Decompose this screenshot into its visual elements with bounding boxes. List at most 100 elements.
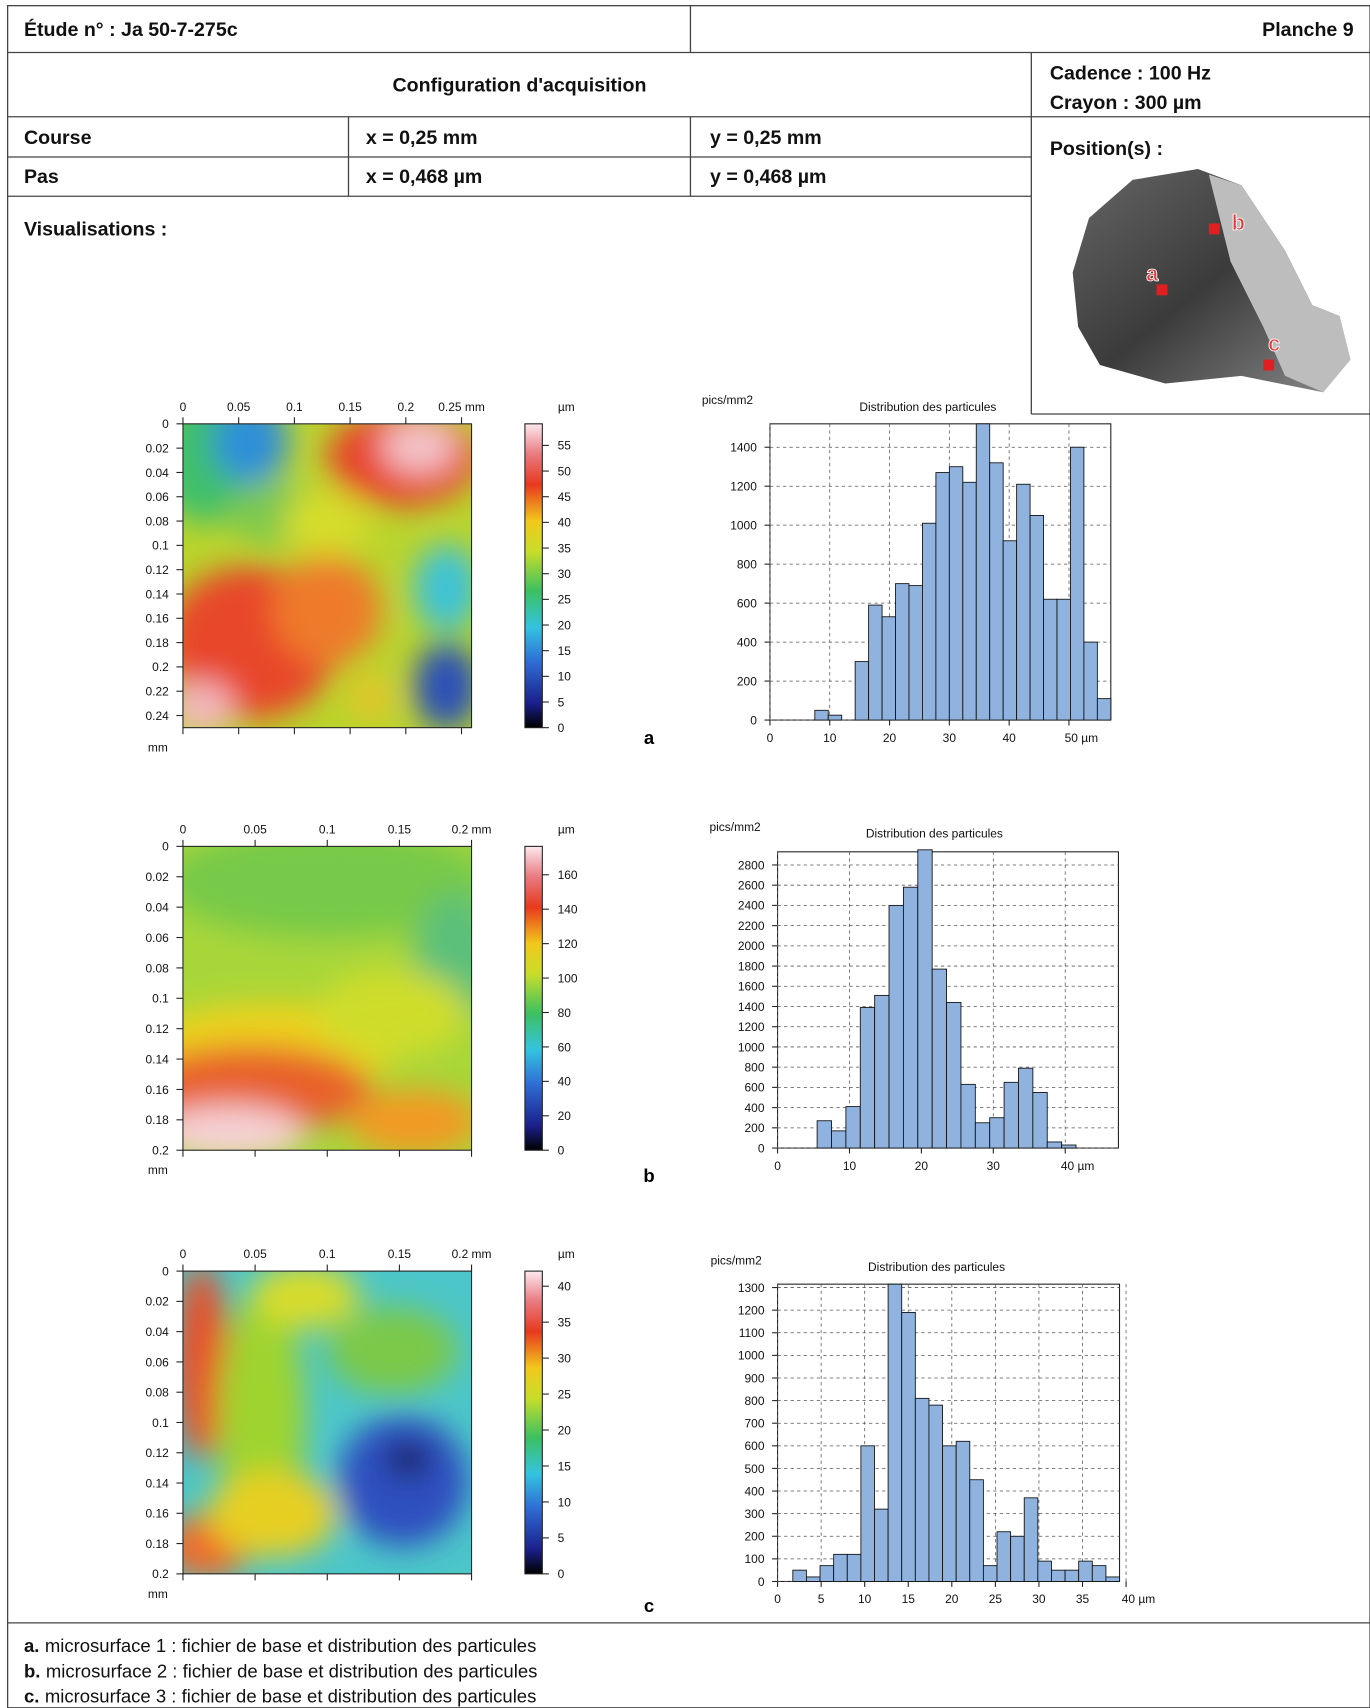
- heatmap-blobs: [182, 423, 472, 728]
- y-tick-label: 400: [745, 1101, 765, 1115]
- cell: y = 0,25 mm: [710, 127, 822, 149]
- bar: [1043, 598, 1058, 721]
- bar: [1037, 1560, 1052, 1582]
- panel-letter: c: [644, 1595, 654, 1616]
- x-tick-label: 0: [180, 400, 187, 414]
- x-tick-label: 0.1: [319, 1247, 336, 1261]
- y-tick-label: 1200: [730, 480, 757, 494]
- caption-letter: b.: [24, 1660, 40, 1681]
- heatmap-blob: [182, 846, 472, 937]
- y-tick-label: 1000: [738, 1040, 765, 1054]
- colorbar-tick-label: 160: [558, 868, 578, 882]
- x-tick-label: 0: [774, 1592, 781, 1606]
- y-tick-label: 0: [758, 1575, 765, 1589]
- y-tick-label: 0.1: [152, 1416, 169, 1430]
- heatmap-blobs: [182, 846, 472, 1151]
- caption-text: microsurface 2 : fichier de base et dist…: [46, 1660, 538, 1681]
- histogram: 0200400600800100012001400160018002000220…: [709, 820, 1119, 1173]
- y-tick-label: 0.12: [146, 1022, 170, 1036]
- x-tick-label: 0.15: [338, 400, 362, 414]
- bar: [895, 583, 910, 721]
- y-tick-label: 500: [745, 1462, 765, 1476]
- y-tick-label: 0: [162, 1264, 169, 1278]
- colorbar: [524, 423, 543, 729]
- colorbar-tick-label: 5: [558, 1531, 565, 1545]
- colorbar-tick-label: 120: [558, 937, 578, 951]
- x-tick-label: 0.2: [397, 400, 414, 414]
- y-axis-label: pics/mm2: [711, 1254, 763, 1268]
- map-frame: [182, 423, 473, 729]
- heatmap-blob: [386, 1443, 431, 1476]
- x-tick-label: 0: [774, 1159, 781, 1173]
- colorbar-tick-label: 20: [558, 618, 572, 632]
- x-tick-label: 20: [915, 1159, 929, 1173]
- bar: [1056, 598, 1071, 721]
- bar: [859, 1007, 876, 1149]
- heatmap-blob: [381, 423, 458, 474]
- heatmap-blob: [182, 1105, 305, 1151]
- y-tick-label: 0.22: [146, 685, 170, 699]
- heatmap-blob: [182, 680, 235, 728]
- y-tick-label: 0.16: [146, 1507, 170, 1521]
- study-id: Étude n° : Ja 50-7-275c: [24, 18, 238, 41]
- chart-title: Distribution des particules: [866, 827, 1003, 841]
- bar: [1018, 1067, 1034, 1149]
- y-tick-label: 700: [745, 1417, 765, 1431]
- colorbar-tick-label: 10: [558, 1495, 572, 1509]
- x-tick-label: 15: [902, 1592, 916, 1606]
- bar: [1083, 641, 1098, 721]
- y-tick-label: 0.02: [146, 441, 170, 455]
- bar: [1064, 1569, 1080, 1582]
- x-tick-label: 0.15: [388, 1247, 412, 1261]
- y-tick-label: 2600: [738, 879, 765, 893]
- y-tick-label: 0.18: [146, 1537, 170, 1551]
- bar: [816, 1120, 832, 1149]
- bar: [914, 1397, 930, 1582]
- y-tick-label: 0.08: [146, 514, 170, 528]
- plate: Planche 9: [1262, 19, 1354, 41]
- bar: [974, 1122, 991, 1149]
- bar: [955, 1440, 971, 1582]
- x-tick-label: 30: [1032, 1592, 1046, 1606]
- bar: [792, 1569, 807, 1582]
- y-tick-label: 0.14: [146, 587, 170, 601]
- heatmap-blobs: [182, 1271, 469, 1574]
- y-tick-label: 0.04: [146, 1325, 170, 1339]
- caption-text: microsurface 1 : fichier de base et dist…: [45, 1635, 537, 1656]
- y-tick-label: 0.04: [146, 466, 170, 480]
- y-tick-label: 1800: [738, 959, 765, 973]
- y-tick-label: 900: [745, 1371, 765, 1385]
- colorbar-tick-label: 55: [558, 439, 572, 453]
- caption: b. microsurface 2 : fichier de base et di…: [24, 1660, 537, 1681]
- bar: [960, 1083, 976, 1149]
- cell: Pas: [24, 166, 59, 188]
- colorbar-tick-label: 60: [558, 1040, 572, 1054]
- y-tick-label: 1600: [738, 980, 765, 994]
- x-tick-label: 40 µm: [1122, 1592, 1156, 1606]
- y-tick-label: 0.06: [146, 1355, 170, 1369]
- position-marker: b: [1232, 210, 1245, 235]
- heatmap: 0 0.05 0.1 0.15 0.2 mm 0 0.02 0.04 0.06 0.08 0.1 0.…: [146, 1247, 655, 1616]
- y-tick-label: 1200: [738, 1304, 765, 1318]
- positions-label: Position(s) :: [1050, 138, 1163, 160]
- bar: [887, 1283, 903, 1582]
- y-tick-label: 0: [162, 840, 169, 854]
- x-tick-label: 20: [883, 731, 897, 745]
- bar: [1091, 1565, 1107, 1582]
- y-tick-label: 0.14: [146, 1476, 170, 1490]
- y-tick-label: 0: [162, 417, 169, 431]
- bar: [1032, 1091, 1048, 1149]
- bar: [962, 481, 977, 721]
- bar: [881, 616, 896, 721]
- y-tick-label: 1000: [730, 519, 757, 533]
- bar: [831, 1130, 847, 1149]
- x-tick-label: 0.2 mm: [452, 822, 492, 836]
- captions: a. microsurface 1 : fichier de base et di…: [24, 1635, 537, 1706]
- colorbar-tick-label: 40: [558, 516, 572, 530]
- caption: a. microsurface 1 : fichier de base et di…: [24, 1635, 536, 1656]
- bar: [1078, 1560, 1093, 1582]
- rock-photo: a b c: [1072, 169, 1351, 393]
- colorbar-tick-label: 80: [558, 1006, 572, 1020]
- bar: [996, 1531, 1012, 1582]
- heatmap-blob: [413, 642, 472, 728]
